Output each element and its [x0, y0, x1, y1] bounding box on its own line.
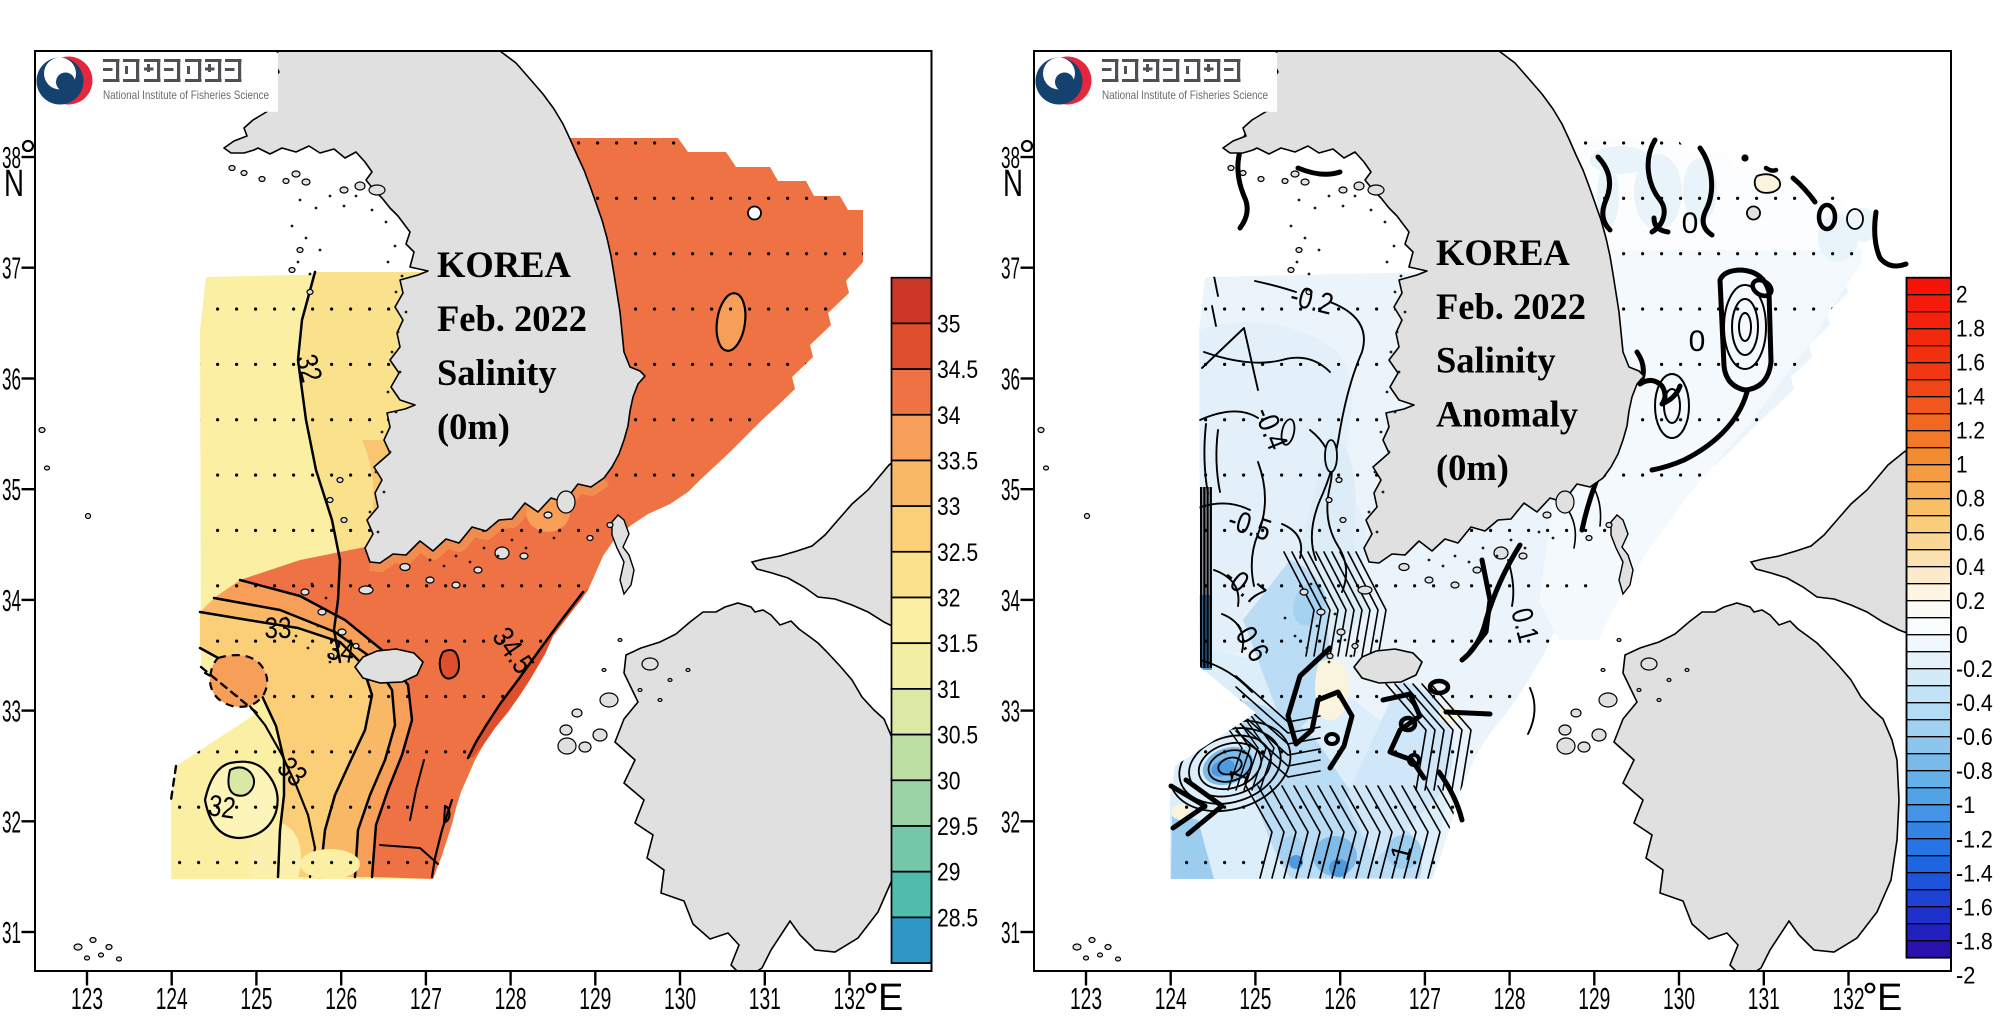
svg-text:34.5: 34.5 — [937, 356, 978, 384]
svg-text:128: 128 — [1494, 981, 1526, 1016]
svg-text:129: 129 — [579, 981, 611, 1016]
svg-text:37: 37 — [1001, 251, 1020, 286]
svg-text:130: 130 — [664, 981, 696, 1016]
svg-text:Feb. 2022: Feb. 2022 — [1436, 286, 1586, 327]
svg-text:35: 35 — [2, 472, 21, 507]
svg-text:-2: -2 — [1956, 963, 1975, 990]
svg-text:1: 1 — [1384, 841, 1417, 863]
svg-text:32: 32 — [1001, 804, 1020, 839]
svg-text:-0.4: -0.4 — [1956, 690, 1993, 717]
svg-text:0.4: 0.4 — [1956, 554, 1985, 581]
svg-text:37: 37 — [2, 251, 21, 286]
svg-text:35: 35 — [1001, 472, 1020, 507]
svg-text:2: 2 — [1956, 281, 1968, 308]
svg-text:KOREA: KOREA — [437, 244, 571, 285]
svg-text:34: 34 — [937, 402, 960, 430]
svg-text:132: 132 — [1833, 981, 1865, 1016]
svg-text:31: 31 — [937, 676, 960, 704]
svg-text:33: 33 — [265, 612, 292, 645]
svg-text:125: 125 — [240, 981, 272, 1016]
svg-text:31.5: 31.5 — [937, 630, 978, 658]
svg-text:35: 35 — [937, 310, 960, 338]
svg-text:E: E — [878, 977, 903, 1019]
svg-text:30.5: 30.5 — [937, 722, 978, 750]
svg-text:(0m): (0m) — [1436, 447, 1509, 488]
svg-text:1.6: 1.6 — [1956, 349, 1985, 376]
svg-text:0: 0 — [1689, 325, 1706, 358]
svg-text:1.2: 1.2 — [1956, 418, 1985, 445]
svg-text:127: 127 — [1409, 981, 1441, 1016]
svg-text:131: 131 — [749, 981, 781, 1016]
svg-text:-1.4: -1.4 — [1956, 860, 1993, 887]
svg-text:-1: -1 — [1956, 792, 1975, 819]
svg-text:38: 38 — [2, 140, 21, 175]
svg-text:31: 31 — [2, 915, 21, 950]
svg-text:Feb. 2022: Feb. 2022 — [437, 298, 587, 339]
svg-text:34: 34 — [325, 633, 357, 670]
svg-text:129: 129 — [1578, 981, 1610, 1016]
svg-text:32: 32 — [206, 789, 237, 825]
svg-text:132: 132 — [834, 981, 866, 1016]
svg-text:32: 32 — [2, 804, 21, 839]
svg-text:33: 33 — [2, 694, 21, 729]
svg-text:123: 123 — [71, 981, 103, 1016]
svg-text:29.5: 29.5 — [937, 813, 978, 841]
svg-text:0.2: 0.2 — [1956, 588, 1985, 615]
svg-text:-1.2: -1.2 — [1956, 826, 1993, 853]
svg-text:0: 0 — [1682, 207, 1699, 240]
svg-text:127: 127 — [410, 981, 442, 1016]
svg-text:36: 36 — [1001, 362, 1020, 397]
svg-text:33: 33 — [937, 493, 960, 521]
svg-text:1: 1 — [1956, 452, 1968, 479]
svg-text:31: 31 — [1001, 915, 1020, 950]
svg-text:32.5: 32.5 — [937, 539, 978, 567]
svg-text:34: 34 — [2, 583, 21, 618]
svg-text:33.5: 33.5 — [937, 448, 978, 476]
svg-text:1.4: 1.4 — [1956, 384, 1985, 411]
svg-text:-1.8: -1.8 — [1956, 928, 1993, 955]
svg-text:0.8: 0.8 — [1956, 486, 1985, 513]
svg-text:-0.8: -0.8 — [1956, 758, 1993, 785]
svg-text:38: 38 — [1001, 140, 1020, 175]
svg-text:National Institute of Fisherie: National Institute of Fisheries Science — [103, 88, 269, 102]
svg-text:1.8: 1.8 — [1956, 315, 1985, 342]
svg-text:123: 123 — [1070, 981, 1102, 1016]
svg-text:E: E — [1877, 977, 1902, 1019]
svg-text:124: 124 — [156, 981, 188, 1016]
svg-text:131: 131 — [1748, 981, 1780, 1016]
svg-text:28.5: 28.5 — [937, 904, 978, 932]
svg-text:32: 32 — [937, 585, 960, 613]
svg-text:30: 30 — [937, 767, 960, 795]
svg-text:KOREA: KOREA — [1436, 232, 1570, 273]
svg-text:125: 125 — [1239, 981, 1271, 1016]
svg-text:N: N — [4, 163, 24, 205]
svg-text:Salinity: Salinity — [1436, 340, 1556, 381]
svg-text:N: N — [1003, 163, 1023, 205]
svg-text:29: 29 — [937, 859, 960, 887]
svg-text:National Institute of Fisherie: National Institute of Fisheries Science — [1102, 88, 1268, 102]
svg-text:-1.6: -1.6 — [1956, 894, 1993, 921]
svg-text:130: 130 — [1663, 981, 1695, 1016]
svg-text:0: 0 — [1956, 622, 1968, 649]
svg-text:34: 34 — [1001, 583, 1020, 618]
svg-text:126: 126 — [325, 981, 357, 1016]
svg-text:Anomaly: Anomaly — [1436, 394, 1578, 435]
svg-text:0.6: 0.6 — [1956, 520, 1985, 547]
svg-text:-0.2: -0.2 — [1956, 656, 1993, 683]
svg-text:33: 33 — [1001, 694, 1020, 729]
svg-text:124: 124 — [1155, 981, 1187, 1016]
svg-text:126: 126 — [1324, 981, 1356, 1016]
svg-text:128: 128 — [495, 981, 527, 1016]
svg-text:(0m): (0m) — [437, 406, 510, 447]
svg-text:-0.6: -0.6 — [1956, 724, 1993, 751]
svg-text:36: 36 — [2, 362, 21, 397]
svg-text:Salinity: Salinity — [437, 352, 557, 393]
